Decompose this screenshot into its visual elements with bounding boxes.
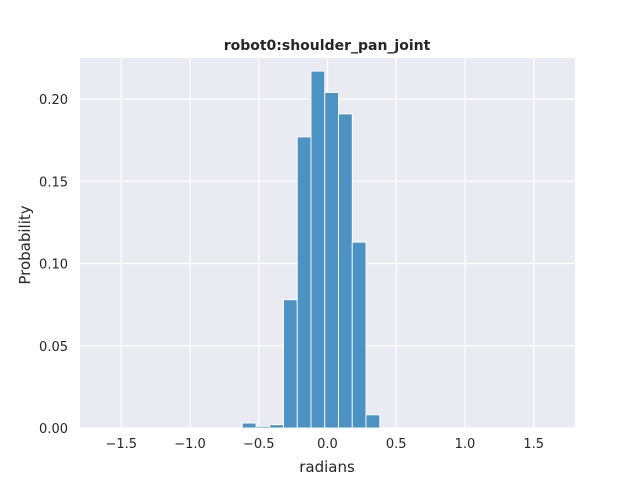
x-tick-label: −0.5: [243, 437, 275, 452]
x-tick-label: −1.5: [105, 437, 137, 452]
histogram-bar: [310, 70, 326, 429]
histogram-bar: [283, 299, 298, 429]
x-tick-label: 0.0: [317, 437, 338, 452]
x-tick-label: 1.5: [523, 437, 544, 452]
histogram-bars: [241, 70, 381, 429]
y-tick-label: 0.15: [39, 175, 68, 190]
y-tick-label: 0.05: [39, 340, 68, 355]
x-axis-label: radians: [299, 458, 355, 476]
histogram-bar: [296, 136, 312, 429]
histogram-bar: [324, 92, 339, 429]
histogram-bar: [241, 422, 257, 429]
histogram-bar: [365, 414, 381, 429]
chart-title: robot0:shoulder_pan_joint: [224, 38, 431, 54]
histogram-bar: [351, 241, 367, 429]
x-tick-labels: −1.5 −1.0 −0.5 0.0 0.5 1.0 1.5: [105, 437, 544, 452]
x-tick-label: −1.0: [174, 437, 206, 452]
y-tick-label: 0.20: [39, 93, 68, 108]
y-tick-label: 0.00: [39, 422, 68, 437]
x-tick-label: 0.5: [386, 437, 407, 452]
y-tick-label: 0.10: [39, 258, 68, 273]
histogram-bar: [255, 425, 271, 429]
y-tick-labels: 0.00 0.05 0.10 0.15 0.20: [39, 93, 68, 437]
histogram-bar: [338, 113, 353, 429]
histogram-bar: [269, 424, 284, 429]
y-axis-label: Probability: [16, 205, 34, 284]
x-tick-label: 1.0: [455, 437, 476, 452]
